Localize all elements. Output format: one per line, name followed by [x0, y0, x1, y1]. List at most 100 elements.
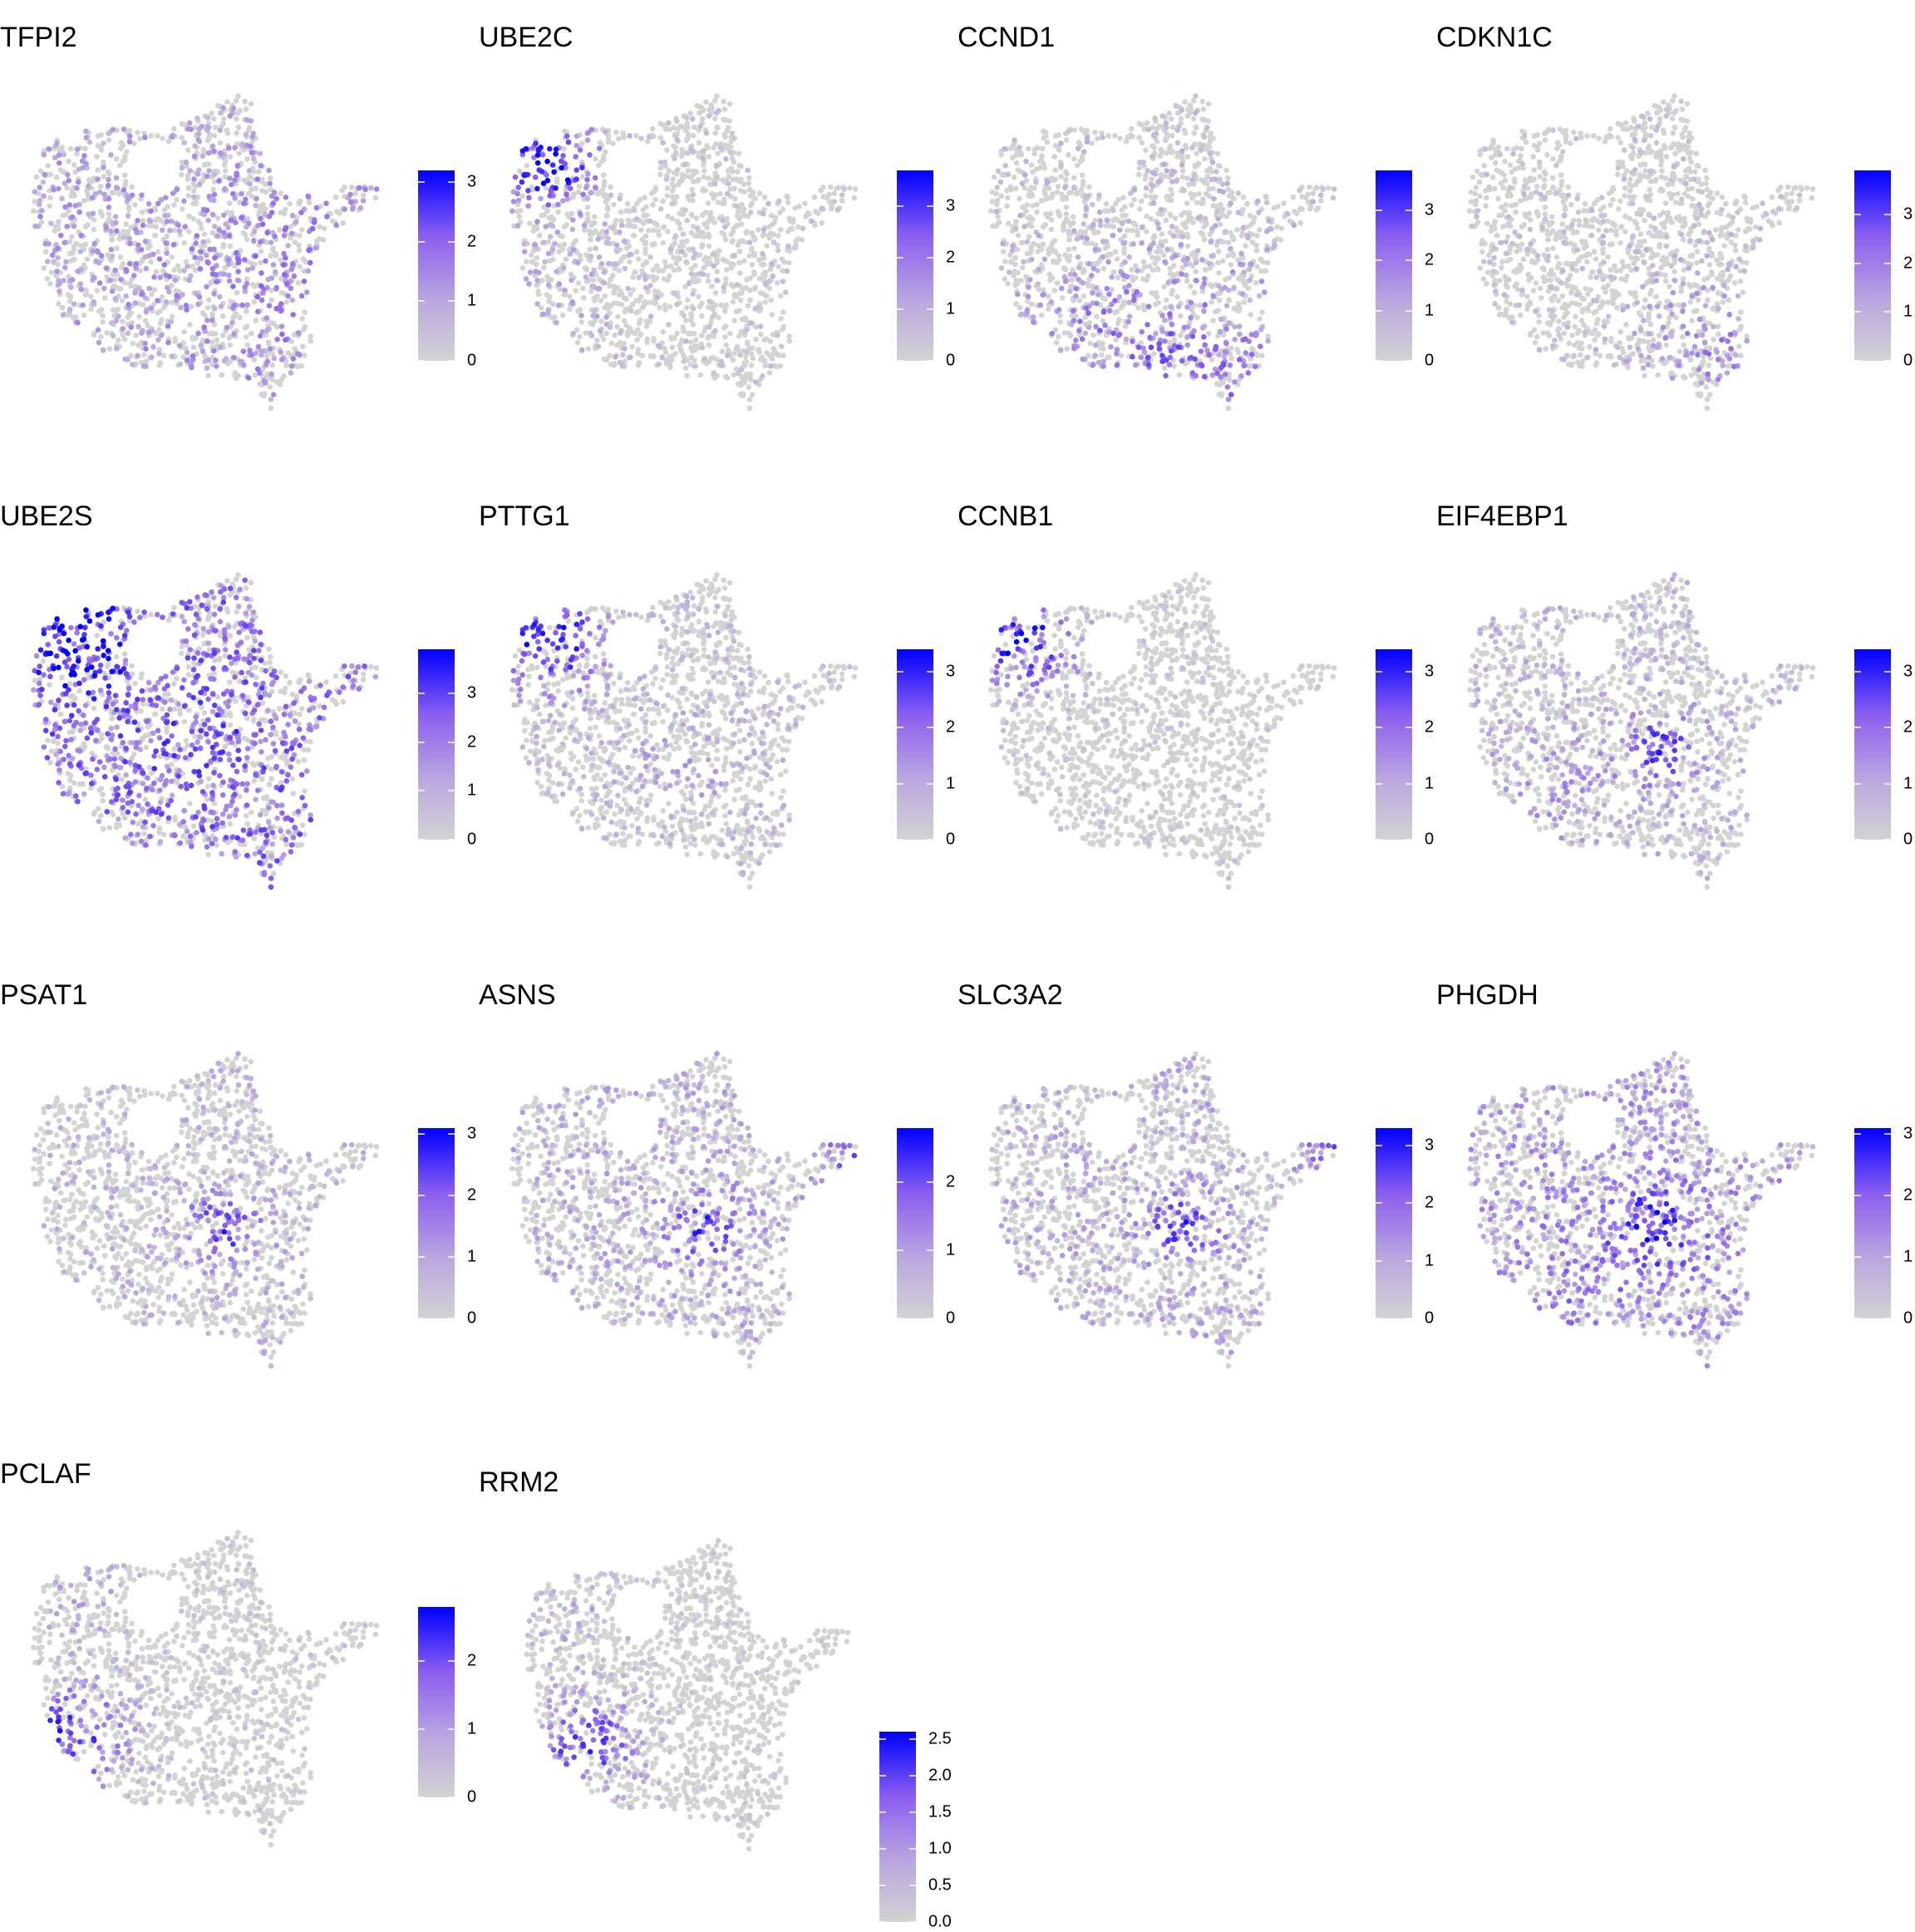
cell-point: [1307, 206, 1313, 212]
cell-point: [1159, 243, 1165, 249]
cell-point: [121, 234, 127, 240]
cell-point: [665, 229, 671, 234]
cell-point: [1810, 186, 1816, 192]
cell-point: [738, 298, 744, 303]
umap-scatter: [1436, 0, 1915, 479]
cell-point: [580, 192, 586, 198]
cell-point: [578, 147, 583, 153]
cell-point: [108, 152, 114, 158]
cell-point: [1607, 126, 1613, 132]
cell-point: [1100, 295, 1106, 301]
cell-point: [727, 118, 733, 124]
cell-point: [1126, 283, 1132, 288]
cell-point: [164, 250, 170, 256]
cell-point: [1162, 365, 1168, 371]
cell-point: [222, 358, 228, 364]
legend-tick: [1376, 310, 1382, 312]
cell-point: [751, 269, 757, 275]
cell-point: [535, 160, 541, 166]
cell-point: [554, 320, 559, 326]
cell-point: [1100, 254, 1105, 260]
cell-point: [1055, 280, 1061, 286]
cell-point: [57, 288, 62, 294]
cell-point: [37, 214, 43, 219]
cell-point: [1257, 293, 1263, 299]
cell-point: [223, 175, 229, 180]
cell-point: [95, 288, 101, 293]
cell-point: [159, 333, 165, 338]
cell-point: [189, 126, 194, 132]
cell-point: [834, 185, 839, 191]
cell-point: [273, 269, 278, 275]
cell-point: [1071, 318, 1077, 324]
cell-point: [1210, 160, 1216, 165]
cell-point: [1139, 199, 1145, 205]
cell-point: [687, 175, 693, 180]
cell-point: [1081, 129, 1087, 135]
cell-point: [1063, 177, 1069, 183]
cell-point: [127, 133, 133, 139]
cell-point: [539, 213, 544, 219]
cell-point: [1253, 364, 1258, 370]
cell-point: [189, 365, 194, 371]
cell-point: [1224, 181, 1230, 187]
cell-point: [1210, 318, 1216, 323]
cell-point: [66, 292, 71, 298]
cell-point: [685, 168, 691, 174]
cell-point: [1237, 323, 1243, 329]
cell-point: [1214, 209, 1220, 214]
cell-point: [1194, 200, 1200, 205]
cell-point: [1174, 127, 1180, 133]
cell-point: [746, 181, 751, 187]
cell-point: [1091, 266, 1097, 272]
cell-point: [66, 178, 72, 184]
cell-point: [259, 188, 265, 194]
cell-point: [672, 155, 677, 161]
cell-point: [1132, 187, 1138, 193]
cell-point: [1141, 259, 1147, 265]
cell-point: [272, 356, 278, 362]
cell-point: [1543, 205, 1548, 210]
cell-point: [1202, 237, 1208, 243]
cell-point: [199, 256, 204, 262]
cell-point: [80, 303, 86, 308]
cell-point: [711, 313, 716, 319]
cell-point: [1051, 259, 1056, 265]
cell-point: [177, 229, 183, 234]
cell-point: [645, 337, 651, 343]
cell-point: [61, 313, 66, 318]
cell-point: [230, 191, 236, 197]
cell-point: [669, 201, 675, 207]
cell-point: [1081, 293, 1086, 299]
cell-point: [166, 139, 172, 145]
cell-point: [737, 270, 743, 276]
cell-point: [699, 105, 705, 111]
cell-point: [144, 266, 150, 272]
cell-point: [764, 337, 770, 343]
cell-point: [686, 131, 692, 137]
cell-point: [1184, 200, 1190, 206]
cell-point: [212, 224, 218, 229]
cell-point: [1493, 160, 1499, 166]
cell-point: [1137, 206, 1143, 212]
cell-point: [155, 249, 161, 255]
cell-point: [727, 101, 733, 107]
cell-point: [148, 209, 154, 214]
cell-point: [561, 146, 567, 152]
cell-point: [1173, 253, 1179, 259]
legend-tick-label: 0: [1425, 352, 1434, 371]
cell-point: [78, 281, 84, 287]
cell-point: [1216, 249, 1222, 254]
cell-point: [1225, 384, 1231, 390]
cell-point: [664, 193, 670, 199]
cell-point: [1505, 234, 1511, 240]
cell-point: [200, 348, 206, 354]
cell-point: [1071, 308, 1076, 314]
cell-point: [244, 117, 250, 123]
cell-point: [672, 240, 677, 246]
cell-point: [534, 255, 539, 261]
cell-point: [1145, 121, 1150, 126]
cell-point: [618, 289, 623, 295]
cell-point: [835, 207, 841, 213]
cell-point: [249, 134, 255, 140]
